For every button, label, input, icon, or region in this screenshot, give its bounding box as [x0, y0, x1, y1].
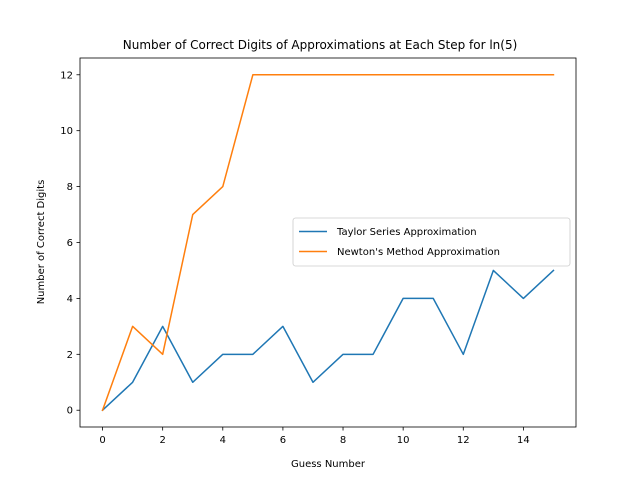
plot-area: 0 2 4 6 8 10 12 14 0 2 4 6 8 10 12 — [60, 57, 577, 446]
y-tick-label: 8 — [67, 182, 73, 193]
y-tick-label: 4 — [67, 294, 73, 305]
x-tick-label: 12 — [457, 435, 470, 446]
x-tick-label: 4 — [220, 435, 226, 446]
series-line-0 — [101, 269, 555, 412]
chart-title: Number of Correct Digits of Approximatio… — [123, 38, 518, 52]
y-tick-label: 12 — [60, 70, 73, 81]
x-tick-label: 2 — [159, 435, 165, 446]
x-tick-label: 10 — [397, 435, 410, 446]
series-line-1 — [101, 74, 555, 412]
legend-label-1: Newton's Method Approximation — [337, 247, 500, 258]
x-tick-label: 14 — [517, 435, 530, 446]
y-tick-label: 6 — [67, 238, 73, 249]
x-tick-label: 6 — [280, 435, 286, 446]
y-tick-label: 10 — [60, 126, 73, 137]
y-tick-label: 0 — [67, 406, 73, 417]
y-tick-label: 2 — [67, 350, 73, 361]
x-tick-label: 8 — [340, 435, 346, 446]
y-axis-label: Number of Correct Digits — [36, 180, 47, 305]
legend-box — [292, 217, 571, 267]
x-tick-label: 0 — [99, 435, 105, 446]
x-axis-label: Guess Number — [291, 459, 366, 470]
legend-label-0: Taylor Series Approximation — [336, 227, 477, 238]
legend: Taylor Series Approximation Newton's Meth… — [292, 217, 571, 267]
